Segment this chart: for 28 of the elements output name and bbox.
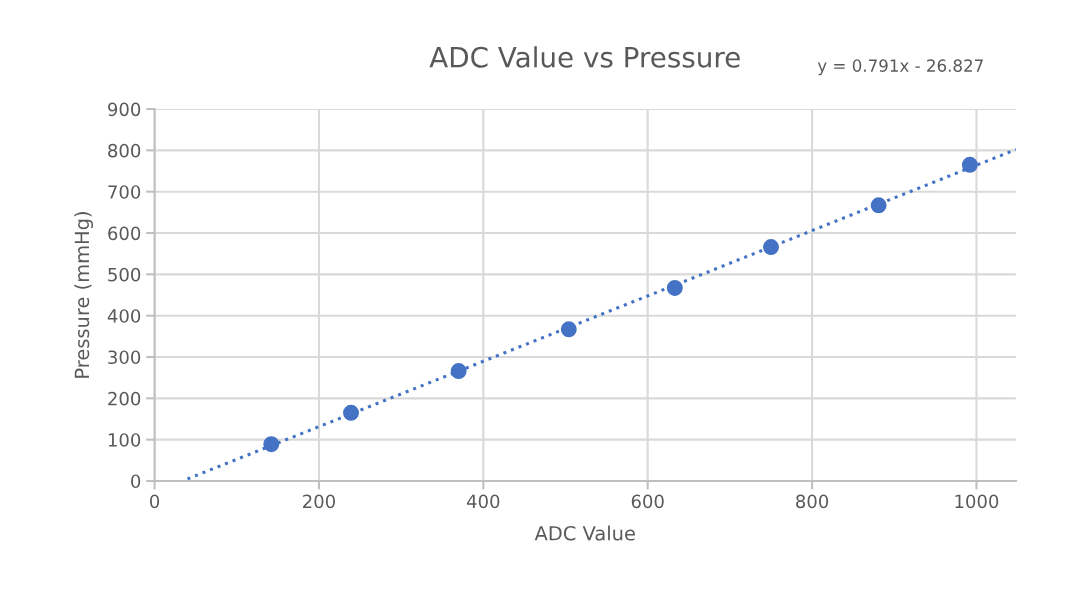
x-tick-label: 600 bbox=[631, 494, 664, 509]
point bbox=[762, 239, 779, 256]
y-tick-label: 0 bbox=[131, 474, 141, 489]
x-tick-label: 200 bbox=[303, 494, 335, 509]
x-tick-label: 400 bbox=[466, 494, 500, 509]
point bbox=[450, 363, 467, 380]
text: y = 0.791x - 26.827 bbox=[817, 59, 983, 76]
y-tick-label: 800 bbox=[108, 143, 141, 158]
y-tick-label: 100 bbox=[108, 433, 141, 447]
point bbox=[263, 436, 280, 453]
point bbox=[666, 280, 683, 296]
x-tick-label: 1000 bbox=[955, 494, 999, 509]
point bbox=[870, 197, 887, 214]
y-tick-label: 900 bbox=[108, 102, 141, 117]
point bbox=[560, 321, 577, 338]
y-tick-label: 300 bbox=[108, 350, 141, 365]
x-tick-label: 0 bbox=[150, 494, 160, 509]
point bbox=[343, 404, 359, 421]
chart-title: ADC Value vs Pressure bbox=[429, 46, 740, 68]
y-tick-label: 500 bbox=[108, 267, 141, 282]
x-axis-title: ADC Value bbox=[534, 525, 635, 541]
x-tick-label: 800 bbox=[796, 494, 829, 509]
y-axis-title: Pressure (mmHg) bbox=[74, 212, 94, 378]
y-tick-label: 400 bbox=[107, 309, 141, 323]
y-tick-label: 600 bbox=[108, 226, 141, 241]
point bbox=[961, 156, 978, 173]
y-tick-label: 200 bbox=[108, 391, 141, 406]
y-tick-label: 700 bbox=[108, 185, 141, 199]
